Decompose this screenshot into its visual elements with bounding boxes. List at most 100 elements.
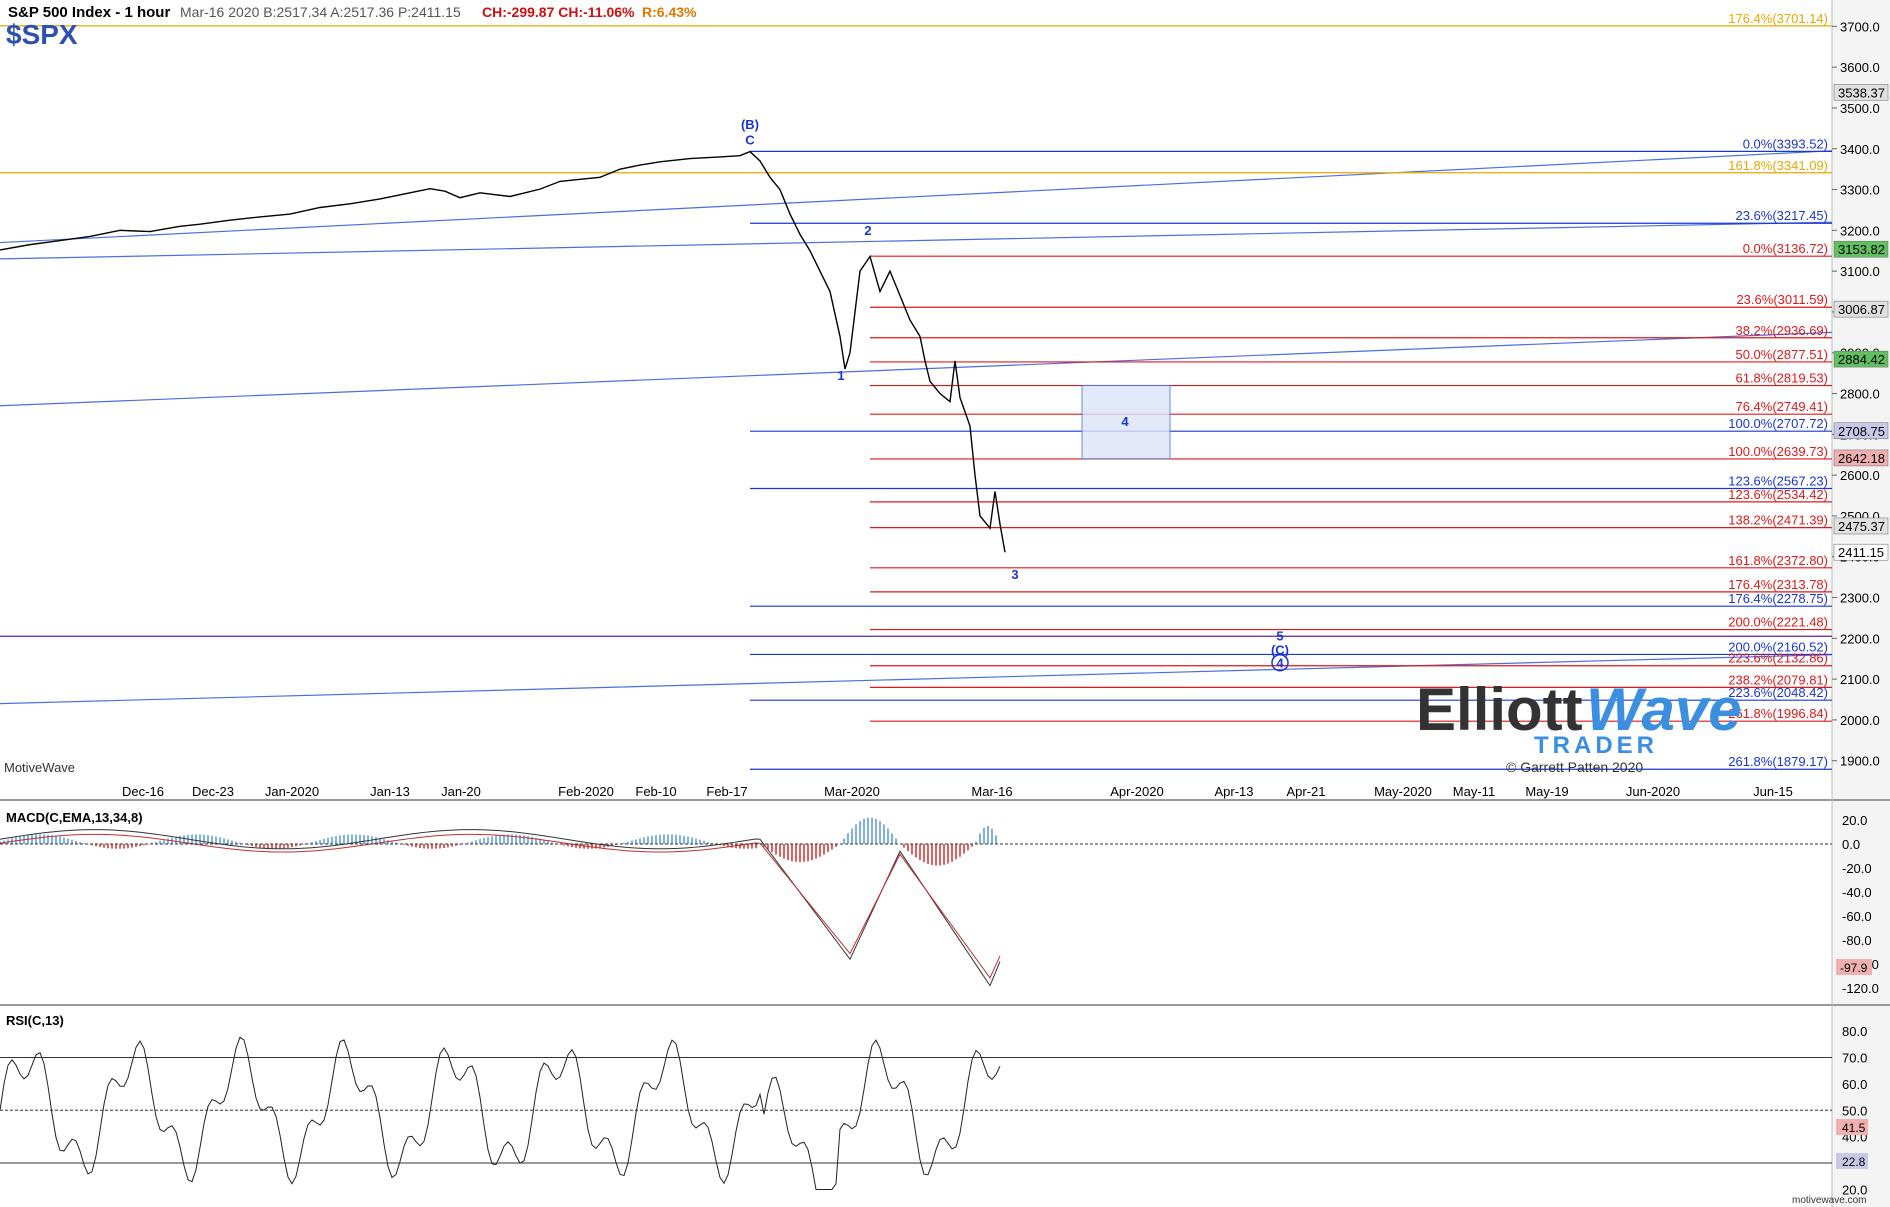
wave-label: 5 [1276,628,1283,643]
fib-label: 261.8%(1996.84) [1728,706,1828,721]
date-label: Jan-2020 [265,784,319,799]
date-label: Jan-13 [370,784,410,799]
date-label: Apr-21 [1286,784,1325,799]
fib-label: 50.0%(2877.51) [1735,347,1828,362]
macd-tick-label: 20.0 [1842,813,1867,828]
fib-label: 161.8%(2372.80) [1728,553,1828,568]
rsi-title: RSI(C,13) [6,1013,64,1028]
fib-label: 61.8%(2819.53) [1735,371,1828,386]
fib-label: 176.4%(2313.78) [1728,577,1828,592]
price-tick-label: 3600.0 [1840,60,1880,75]
wave-label: C [745,132,755,147]
date-label: Jun-15 [1753,784,1793,799]
date-label: Dec-16 [122,784,164,799]
price-tick-label: 2100.0 [1840,672,1880,687]
date-label: Feb-10 [635,784,676,799]
rsi-low-badge-bg [1836,1153,1868,1169]
wave-label: 4 [1121,414,1129,429]
date-label: Feb-17 [706,784,747,799]
macd-tick-label: -20.0 [1842,861,1872,876]
wave-label: 2 [864,223,871,238]
date-label: Dec-23 [192,784,234,799]
fib-label: 238.2%(2079.81) [1728,672,1828,687]
price-badges: 3538.37 3153.82 3006.87 2884.42 2708.75 2642.… [1833,84,1889,561]
svg-text:Wave: Wave [1586,676,1742,743]
motivewave-site: motivewave.com [1792,1195,1866,1206]
price-badge-bg [1833,300,1889,318]
macd-tick-label: -60.0 [1842,909,1872,924]
macd-value-badge-bg [1836,959,1872,975]
rsi-lines [0,1036,1001,1190]
header-range: R:6.43% [642,4,697,20]
date-label: Mar-16 [971,784,1012,799]
price-panel[interactable]: 176.4%(3701.14) 0.0%(3393.52) 161.8%(3341.… [0,11,1889,799]
price-badge-bg [1833,84,1889,101]
date-label: Mar-2020 [824,784,880,799]
price-badge-bg [1833,240,1889,258]
fib-label: 76.4%(2749.41) [1735,399,1828,414]
fib-label: 138.2%(2471.39) [1728,513,1828,528]
price-tick-label: 2600.0 [1840,468,1880,483]
svg-text:TRADER: TRADER [1534,732,1658,759]
fib-label: 261.8%(1879.17) [1728,754,1828,769]
price-badge-label: 2411.15 [1838,545,1884,560]
price-tick-label: 2800.0 [1840,387,1880,402]
price-badge-label: 3538.37 [1838,85,1885,100]
header-change: CH:-299.87 CH:-11.06% [482,4,635,20]
rsi-tick-label: 70.0 [1842,1051,1867,1066]
fibonacci-levels: 176.4%(3701.14) 0.0%(3393.52) 161.8%(3341.… [0,11,1832,770]
header-info: Mar-16 2020 B:2517.34 A:2517.36 P:2411.1… [180,4,461,20]
motivewave-brand: MotiveWave [4,760,75,775]
wave-label: 1 [837,368,844,383]
price-badge-label: 2475.37 [1838,519,1885,534]
date-label: May-11 [1453,784,1495,799]
price-badge-bg [1833,543,1889,561]
rsi-value-badge: 41.5 [1842,1121,1866,1135]
rsi-tick-label: 60.0 [1842,1077,1867,1092]
rsi-low-badge: 22.8 [1842,1155,1866,1169]
macd-line [0,829,1001,987]
rsi-value-badge-bg [1836,1119,1868,1135]
price-badge-bg [1833,350,1889,368]
fib-label: 0.0%(3393.52) [1743,136,1828,151]
fib-label: 100.0%(2639.73) [1728,444,1828,459]
rsi-tick-label: 80.0 [1842,1024,1867,1039]
price-tick-label: 3100.0 [1840,264,1880,279]
rsi-tick-label: 20.0 [1842,1182,1867,1197]
macd-value-badge: -97.9 [1840,961,1868,975]
date-label: Feb-2020 [558,784,614,799]
fib-label: 123.6%(2534.42) [1728,487,1828,502]
chart-title: S&P 500 Index - 1 hour [8,4,170,21]
fib-label: 200.0%(2160.52) [1728,639,1828,654]
fib-label: 23.6%(3011.59) [1736,292,1828,307]
trend-line [0,654,1833,705]
price-badge-label: 2884.42 [1838,352,1885,367]
rsi-line [0,1036,1001,1190]
fib-label: 176.4%(3701.14) [1728,11,1828,26]
price-line [0,150,1006,553]
date-label: May-19 [1525,784,1568,799]
price-tick-label: 3300.0 [1840,183,1880,198]
date-label: Apr-2020 [1110,784,1163,799]
wave-4-target-box[interactable] [1081,384,1171,460]
price-tick-label: 3400.0 [1840,142,1880,157]
macd-title: MACD(C,EMA,13,34,8) [6,810,143,825]
wave-label: (C) [1271,643,1289,658]
date-label: Jan-20 [441,784,481,799]
price-series [0,150,1006,553]
price-badge-label: 3006.87 [1838,302,1885,317]
fib-label: 200.0%(2221.48) [1728,615,1828,630]
price-tick-label: 3700.0 [1840,19,1880,34]
fib-label: 38.2%(2936.69) [1735,323,1828,338]
wave-label-circle [1271,653,1289,672]
symbol-label: $SPX [6,19,78,50]
price-tick-label: 3200.0 [1840,223,1880,238]
price-badge-label: 3153.82 [1838,242,1885,257]
rsi-tick-label: 50.0 [1842,1103,1867,1118]
fib-label: 161.8%(3341.09) [1728,158,1828,173]
price-tick-label: 3500.0 [1840,101,1880,116]
fib-label: 23.6%(3217.45) [1735,208,1828,223]
